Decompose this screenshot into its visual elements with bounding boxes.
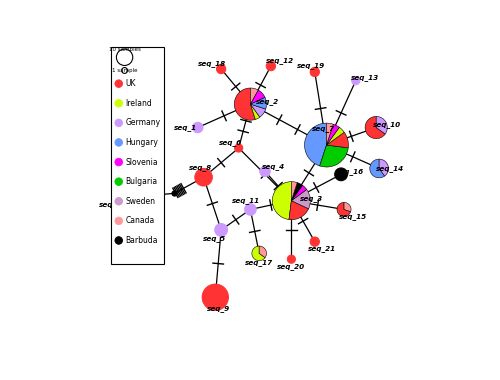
Circle shape (118, 194, 126, 202)
Text: Hungary: Hungary (125, 138, 158, 147)
Text: Slovenia: Slovenia (125, 158, 158, 166)
Text: seq_11: seq_11 (232, 197, 260, 204)
Circle shape (352, 77, 360, 85)
Text: seq_2: seq_2 (256, 98, 279, 104)
Wedge shape (272, 182, 291, 220)
Wedge shape (292, 182, 302, 201)
Circle shape (202, 284, 228, 310)
Circle shape (266, 62, 276, 71)
Text: seq_17: seq_17 (245, 259, 273, 266)
Wedge shape (289, 201, 308, 220)
Text: seq_9: seq_9 (206, 306, 230, 312)
Circle shape (115, 119, 122, 127)
Circle shape (115, 217, 122, 225)
Text: seq_15: seq_15 (338, 213, 367, 220)
Circle shape (195, 168, 212, 186)
Text: seq_20: seq_20 (278, 263, 305, 270)
Text: Germany: Germany (125, 118, 160, 127)
Wedge shape (250, 104, 260, 119)
Wedge shape (304, 123, 326, 166)
Circle shape (115, 198, 122, 205)
Circle shape (334, 168, 347, 181)
Wedge shape (326, 123, 334, 145)
Text: seq_19: seq_19 (297, 62, 326, 69)
Wedge shape (320, 145, 348, 167)
Text: seq_6: seq_6 (219, 139, 242, 146)
Circle shape (115, 158, 122, 166)
Circle shape (234, 144, 243, 152)
Circle shape (310, 67, 320, 77)
Wedge shape (376, 116, 388, 134)
Wedge shape (365, 116, 385, 139)
Wedge shape (292, 190, 310, 209)
Wedge shape (250, 88, 258, 104)
Text: seq_7: seq_7 (312, 125, 335, 133)
Wedge shape (234, 88, 256, 120)
Wedge shape (326, 124, 340, 145)
Text: seq_1: seq_1 (174, 124, 197, 131)
Circle shape (310, 237, 320, 246)
Circle shape (115, 139, 122, 146)
Wedge shape (326, 127, 344, 145)
Wedge shape (292, 185, 306, 201)
Text: seq_3: seq_3 (300, 195, 323, 202)
Wedge shape (292, 182, 297, 201)
Circle shape (216, 64, 226, 74)
Text: Barbuda: Barbuda (125, 236, 158, 245)
Wedge shape (250, 104, 266, 117)
Wedge shape (379, 159, 388, 176)
Wedge shape (259, 246, 266, 258)
Text: seq_10: seq_10 (374, 121, 402, 128)
Circle shape (260, 166, 270, 177)
Text: 1 sample: 1 sample (112, 68, 138, 73)
Text: seq_5: seq_5 (203, 235, 226, 242)
Text: Sweden: Sweden (125, 197, 155, 206)
Text: seq_12: seq_12 (266, 57, 293, 64)
Circle shape (115, 178, 122, 185)
Text: seq_21: seq_21 (308, 245, 336, 252)
Wedge shape (344, 203, 351, 212)
Text: seq_13: seq_13 (350, 74, 378, 81)
Circle shape (244, 204, 256, 215)
Wedge shape (250, 90, 265, 104)
Wedge shape (250, 97, 266, 109)
Circle shape (115, 237, 122, 244)
Wedge shape (326, 132, 348, 148)
Circle shape (288, 255, 296, 263)
Text: seq_18: seq_18 (198, 60, 226, 67)
Text: Ireland: Ireland (125, 99, 152, 108)
Circle shape (115, 100, 122, 107)
Wedge shape (337, 203, 350, 217)
Text: seq_22: seq_22 (99, 201, 127, 207)
Circle shape (115, 80, 122, 87)
Circle shape (192, 122, 203, 133)
Text: seq_8: seq_8 (189, 164, 212, 171)
Circle shape (214, 223, 228, 236)
Text: 10 samples: 10 samples (108, 48, 140, 52)
FancyBboxPatch shape (112, 47, 164, 264)
Text: Bulgaria: Bulgaria (125, 177, 158, 186)
Text: seq_14: seq_14 (376, 165, 404, 172)
Text: Canada: Canada (125, 216, 154, 225)
Text: seq_16: seq_16 (336, 168, 364, 175)
Wedge shape (370, 159, 384, 178)
Wedge shape (252, 246, 265, 261)
Text: UK: UK (125, 79, 136, 88)
Text: seq_4: seq_4 (262, 163, 285, 169)
